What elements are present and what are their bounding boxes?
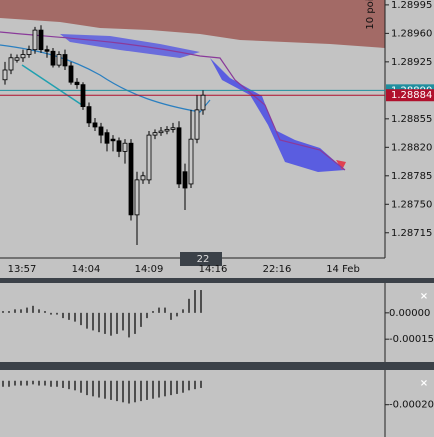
price-label-box — [386, 89, 434, 102]
candle-body — [62, 54, 68, 67]
candle-body — [200, 94, 206, 111]
cloud-upper — [0, 0, 385, 48]
candle-body — [194, 109, 200, 140]
y-tick-label: 0.00000 — [389, 308, 430, 319]
x-tick-label: 14:09 — [135, 264, 164, 275]
candle-body — [146, 134, 152, 181]
candle-body — [86, 106, 92, 124]
candle-body — [2, 69, 8, 81]
candle-body — [182, 171, 188, 189]
separator — [0, 362, 434, 370]
y-tick-label: 1.28750 — [391, 199, 432, 210]
y-tick-label: -0.00015 — [389, 334, 434, 345]
candle-body — [44, 49, 50, 52]
x-tick-label: 14:16 — [199, 264, 228, 275]
candle-body — [8, 57, 14, 71]
candle-body — [164, 129, 170, 132]
close-button[interactable]: × — [420, 291, 428, 302]
candle-body — [176, 127, 182, 185]
candle-body — [68, 65, 74, 83]
y-tick-label: 1.28960 — [391, 28, 432, 39]
y-tick-label: 1.28785 — [391, 171, 432, 182]
x-tick-label: 22:16 — [263, 264, 292, 275]
candle-body — [116, 140, 122, 152]
candle-body — [128, 142, 134, 216]
separator — [0, 278, 434, 283]
candle-body — [14, 57, 20, 61]
candle-body — [104, 132, 110, 144]
candle-body — [134, 179, 140, 216]
side-label: 10 poi — [365, 0, 376, 30]
candle-body — [56, 54, 62, 66]
candle-body — [152, 132, 158, 136]
x-tick-label: 14 Feb — [326, 264, 360, 275]
candle-body — [80, 84, 86, 108]
price-label: 1.28884 — [391, 90, 432, 101]
close-button[interactable]: × — [420, 378, 428, 389]
candle-body — [32, 29, 38, 51]
candle-body — [140, 175, 146, 181]
candle-body — [50, 50, 56, 66]
candle-body — [188, 138, 194, 185]
y-tick-label: 1.28855 — [391, 114, 432, 125]
x-tick-label: 14:04 — [72, 264, 101, 275]
y-tick-label: 1.28995 — [391, 0, 432, 11]
x-tick-label: 13:57 — [8, 264, 37, 275]
candle-body — [20, 54, 26, 59]
candle-body — [26, 49, 32, 55]
cursor-label: 22 — [197, 254, 210, 265]
candle-body — [38, 29, 44, 51]
cursor-box — [180, 252, 222, 266]
candle-body — [110, 138, 116, 142]
candle-body — [92, 122, 98, 128]
cloud-red-tip — [336, 160, 346, 170]
y-tick-label: 1.28715 — [391, 228, 432, 239]
candle-body — [98, 126, 104, 136]
y-tick-label: 1.28820 — [391, 142, 432, 153]
y-tick-label: 1.28925 — [391, 57, 432, 68]
y-tick-label: -0.00020 — [389, 400, 434, 411]
candle-body — [122, 142, 128, 152]
candle-body — [74, 81, 80, 86]
candle-body — [170, 127, 176, 130]
trend-line — [21, 64, 83, 106]
cloud-blue — [210, 58, 345, 172]
candle-body — [158, 130, 164, 134]
